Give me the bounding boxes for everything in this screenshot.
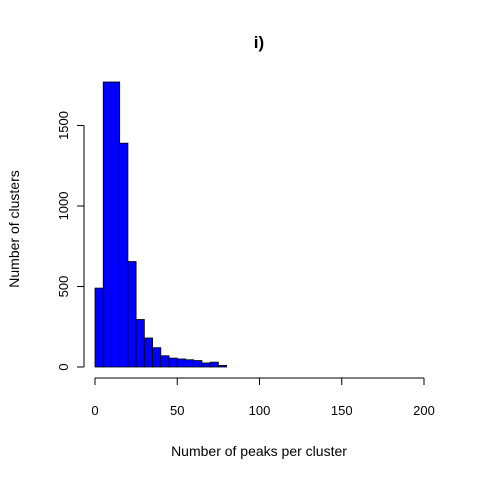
histogram-bar-65-70 [201,362,211,368]
histogram-bar-55-60 [185,359,195,368]
histogram-bar-5-10 [102,81,112,368]
histogram-bar-45-50 [168,357,178,368]
histogram-bar-15-20 [119,142,129,368]
x-tick-label-0: 0 [91,403,98,418]
y-tick-label-500: 500 [56,276,71,298]
histogram-bar-20-25 [127,261,137,368]
x-axis: 0 50 100 150 200 [91,377,435,418]
y-tick-label-0: 0 [56,363,71,370]
histogram-bar-60-65 [193,360,203,368]
y-axis: 0 500 1000 1500 [56,111,85,371]
y-tick-label-1500: 1500 [56,111,71,140]
x-axis-label: Number of peaks per cluster [171,443,347,459]
bars-group [94,81,227,368]
histogram-bar-10-15 [111,81,121,368]
y-tick-label-1000: 1000 [56,192,71,221]
x-tick-label-150: 150 [331,403,353,418]
histogram-bar-25-30 [135,319,145,368]
x-tick-label-200: 200 [413,403,435,418]
chart-title: i) [254,33,264,52]
histogram-bar-0-5 [94,287,104,368]
histogram-bar-30-35 [143,337,153,368]
x-tick-label-100: 100 [249,403,271,418]
histogram-bar-35-40 [152,347,162,368]
x-tick-label-50: 50 [170,403,184,418]
histogram-bar-40-45 [160,355,170,368]
histogram-bar-70-75 [209,361,219,368]
histogram-bar-75-80 [217,364,227,368]
y-axis-label: Number of clusters [6,170,22,287]
histogram-bar-50-55 [176,358,186,368]
